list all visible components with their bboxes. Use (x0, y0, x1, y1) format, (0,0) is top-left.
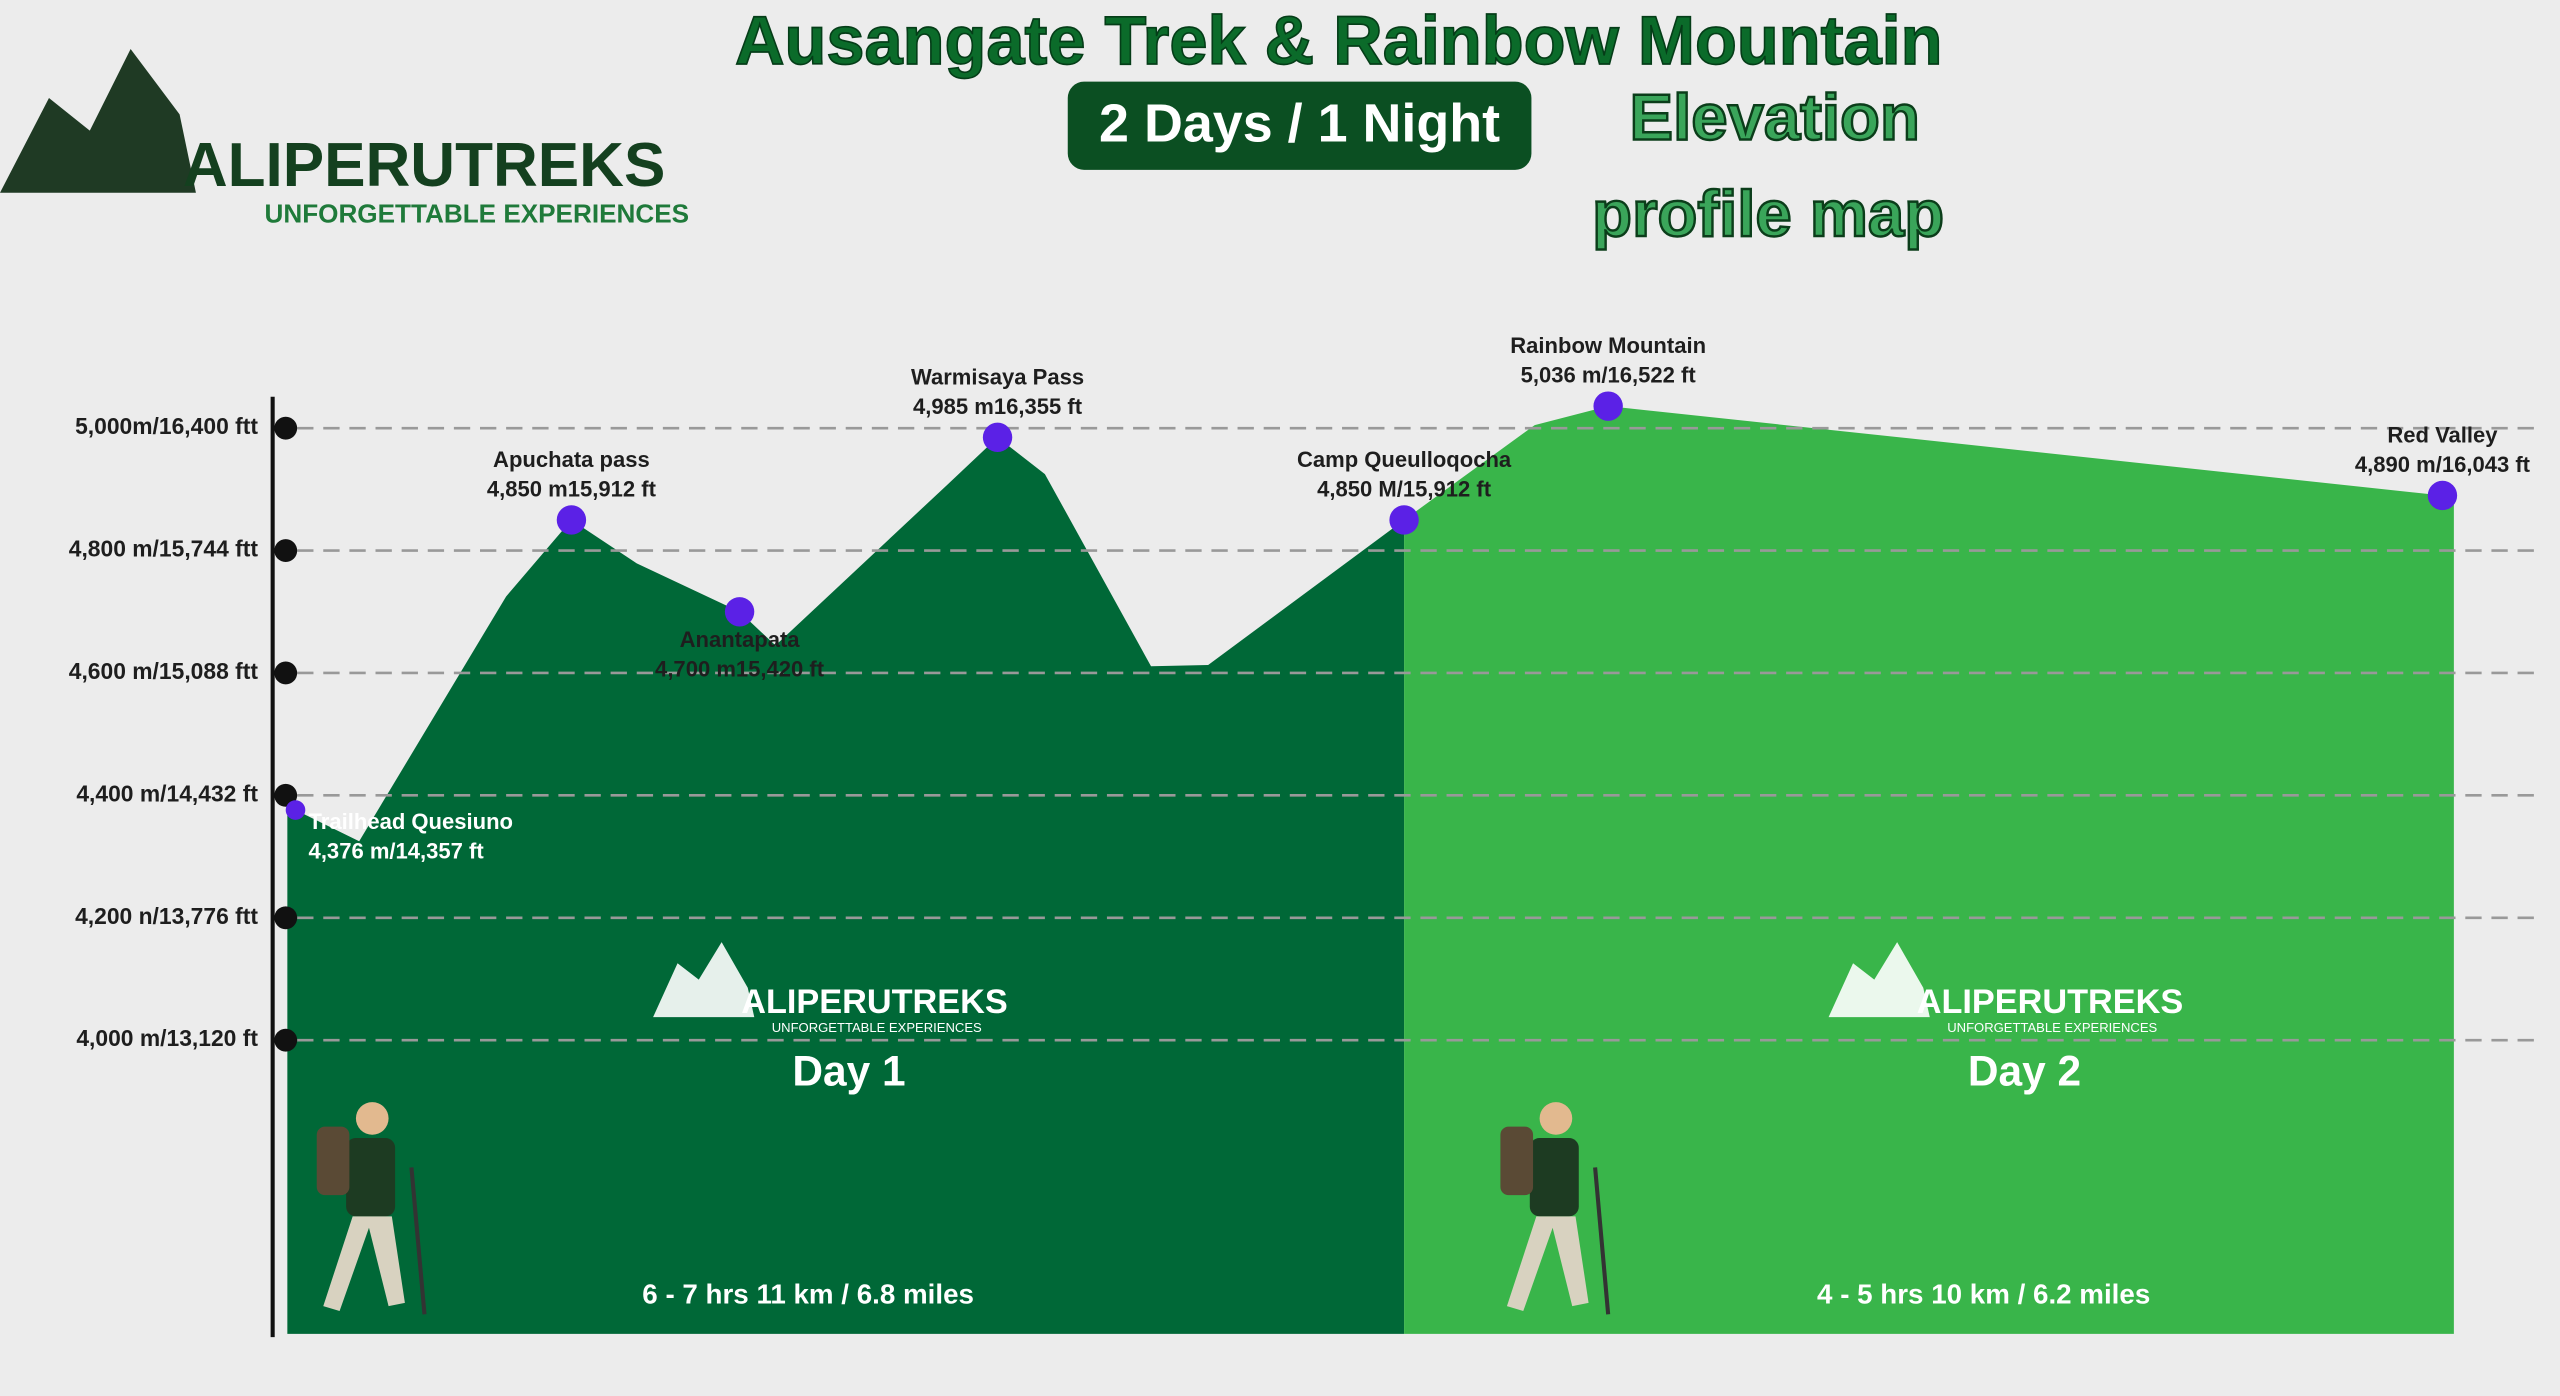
logo-mountain (653, 942, 755, 1018)
day-stats: 6 - 7 hrs 11 km / 6.8 miles (642, 1279, 974, 1310)
waypoint-marker (724, 597, 755, 627)
y-tick-label: 4,400 m/14,432 ft (76, 780, 258, 806)
waypoint-elevation: 4,890 m/16,043 ft (2355, 452, 2531, 477)
y-tick-label: 4,800 m/15,744 ftt (69, 536, 259, 562)
tick-mark (274, 539, 298, 562)
hiker-legs (323, 1216, 405, 1312)
tick-mark (274, 416, 298, 440)
y-tick-label: 4,200 n/13,776 ftt (75, 903, 258, 929)
waypoint-marker (2427, 480, 2458, 511)
waypoint-elevation: 4,850 m15,912 ft (487, 476, 657, 501)
waypoint-marker (285, 800, 306, 820)
hiker-head (355, 1102, 389, 1135)
waypoint-name: Rainbow Mountain (1510, 333, 1706, 358)
waypoint-marker (982, 422, 1013, 453)
heading: profile map (1592, 177, 1944, 250)
logo-brand: ALIPERUTREKS (183, 131, 666, 200)
hiker-legs (1506, 1216, 1589, 1312)
waypoint-elevation: 4,700 m15,420 ft (655, 656, 825, 681)
logo-brand: ALIPERUTREKS (741, 983, 1008, 1021)
waypoint-name: Camp Queulloqocha (1297, 447, 1512, 472)
hiker-body (1529, 1138, 1579, 1217)
logo-tagline: UNFORGETTABLE EXPERIENCES (1947, 1020, 2157, 1035)
waypoint-name: Apuchata pass (493, 447, 650, 472)
hiker-pack (1500, 1126, 1534, 1196)
logo-mountain (1828, 942, 1930, 1018)
waypoint-elevation: 5,036 m/16,522 ft (1521, 363, 1697, 388)
hiker-pack (316, 1126, 350, 1196)
tick-mark (274, 906, 298, 930)
logo: ALIPERUTREKS UNFORGETTABLE EXPERIENCES (0, 49, 689, 228)
y-tick-label: 5,000m/16,400 ftt (75, 413, 258, 439)
logo-brand: ALIPERUTREKS (1917, 983, 2184, 1021)
waypoint-name: Red Valley (2387, 423, 2498, 448)
waypoint-name: Trailhead Quesiuno (309, 809, 513, 834)
area (1404, 406, 2454, 1334)
day-stats: 4 - 5 hrs 10 km / 6.2 miles (1817, 1279, 2150, 1310)
tick-mark (274, 1028, 298, 1052)
logo-tagline: UNFORGETTABLE EXPERIENCES (264, 198, 689, 228)
logo-mountain (0, 49, 196, 193)
waypoint-elevation: 4,985 m16,355 ft (913, 394, 1083, 419)
waypoint-name: Warmisaya Pass (911, 364, 1084, 389)
y-tick-label: 4,600 m/15,088 ftt (69, 658, 259, 684)
chart-title: Ausangate Trek & Rainbow Mountain (735, 2, 1943, 79)
waypoint-marker (1389, 505, 1419, 535)
waypoint-marker (556, 505, 587, 535)
plot: 5,000m/16,400 ftt 4,800 m/15,744 ftt 4,600… (69, 333, 2539, 1338)
day-label: Day 2 (1968, 1048, 2081, 1095)
y-tick-label: 4,000 m/13,120 ft (76, 1025, 258, 1051)
waypoint-elevation: 4,376 m/14,357 ft (309, 838, 485, 863)
hiker-pole (1593, 1167, 1611, 1315)
tick-mark (274, 783, 298, 807)
heading: Elevation (1630, 81, 1920, 154)
waypoint-elevation: 4,850 M/15,912 ft (1317, 476, 1492, 501)
subtitle: 2 Days / 1 Night (1099, 94, 1500, 154)
day-label: Day 1 (792, 1048, 905, 1095)
area (287, 437, 1405, 1334)
waypoint-name: Anantapata (680, 627, 801, 652)
hiker-pole (409, 1167, 427, 1315)
tick-mark (274, 661, 298, 685)
waypoint-marker (1593, 391, 1623, 421)
logo-tagline: UNFORGETTABLE EXPERIENCES (772, 1020, 982, 1035)
hiker-head (1539, 1102, 1573, 1135)
hiker-body (346, 1138, 396, 1217)
subtitle-box (1067, 81, 1532, 170)
